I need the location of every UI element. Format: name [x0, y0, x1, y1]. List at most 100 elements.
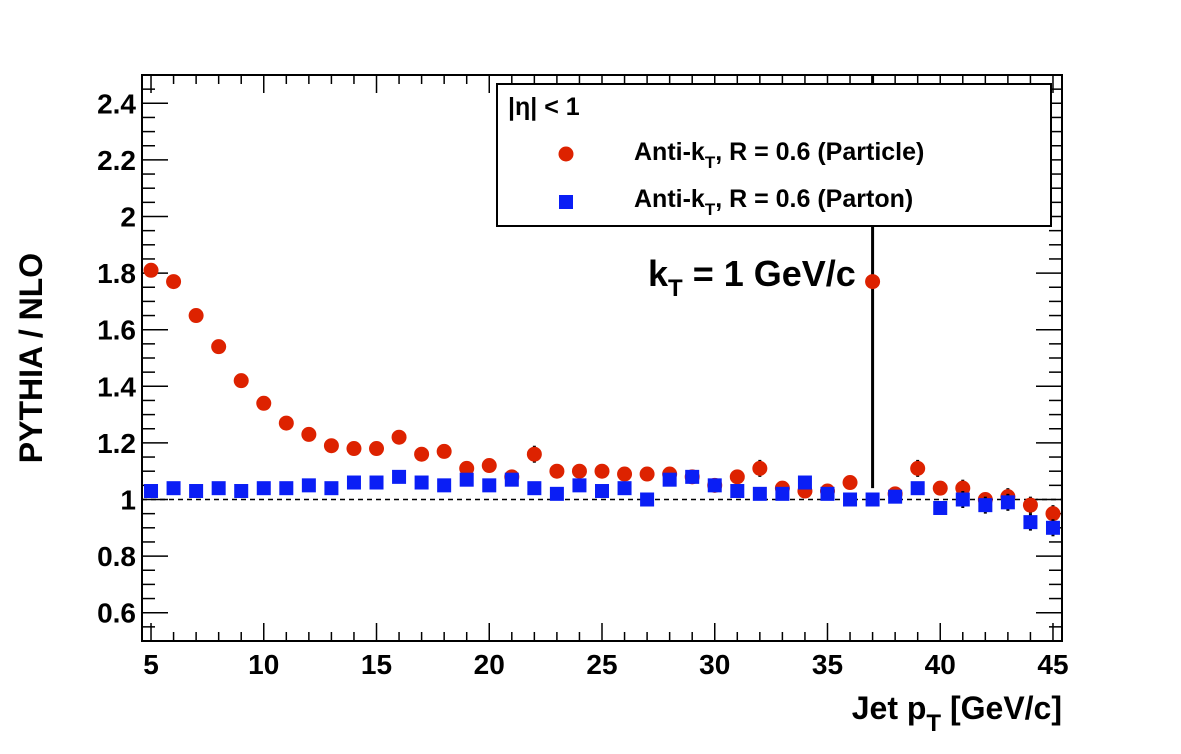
- x-axis-title: Jet pT [GeV/c]: [852, 690, 1062, 737]
- data-point-parton: [843, 492, 858, 507]
- data-point-particle: [346, 441, 362, 457]
- data-point-parton: [955, 492, 970, 507]
- data-point-particle: [233, 373, 249, 389]
- legend-marker-parton: [559, 195, 573, 209]
- data-point-parton: [504, 472, 519, 487]
- data-point-particle: [391, 429, 407, 445]
- data-point-particle: [143, 262, 159, 278]
- data-point-parton: [595, 484, 609, 499]
- data-point-parton: [527, 481, 542, 496]
- data-point-particle: [955, 480, 971, 496]
- y-tick-label: 1.6: [97, 315, 136, 346]
- data-point-parton: [211, 481, 226, 496]
- data-point-parton: [482, 478, 497, 493]
- data-point-particle: [256, 395, 272, 411]
- x-tick-label: 30: [699, 649, 730, 680]
- x-tick-label: 15: [361, 649, 392, 680]
- series-parton: [144, 469, 1060, 537]
- data-point-parton: [797, 475, 812, 490]
- x-tick-label: 40: [925, 649, 956, 680]
- data-point-parton: [144, 484, 159, 499]
- x-tick-label: 25: [586, 649, 617, 680]
- data-point-particle: [617, 466, 633, 482]
- legend-label-parton: Anti-kT, R = 0.6 (Parton): [634, 185, 913, 219]
- data-point-particle: [639, 466, 655, 482]
- x-tick-label: 20: [474, 649, 505, 680]
- data-point-parton: [730, 484, 745, 499]
- legend-header: |η| < 1: [508, 93, 580, 121]
- data-point-parton: [256, 481, 271, 496]
- data-point-particle: [752, 460, 768, 476]
- data-point-particle: [166, 274, 182, 290]
- data-point-particle: [865, 274, 881, 290]
- data-point-parton: [865, 492, 880, 507]
- data-point-parton: [775, 486, 790, 501]
- data-point-parton: [978, 498, 993, 513]
- data-point-particle: [211, 339, 227, 355]
- y-tick-label: 1.2: [97, 428, 136, 459]
- y-axis-title: PYTHIA / NLO: [13, 253, 49, 463]
- data-point-particle: [1022, 497, 1038, 513]
- data-point-particle: [571, 463, 587, 479]
- x-tick-label: 35: [812, 649, 843, 680]
- y-tick-label: 1.4: [97, 371, 136, 402]
- data-point-parton: [437, 478, 452, 493]
- data-point-parton: [888, 489, 903, 504]
- data-point-parton: [820, 486, 835, 501]
- data-point-parton: [910, 481, 925, 496]
- data-point-parton: [301, 478, 316, 493]
- data-point-particle: [278, 415, 294, 431]
- data-point-particle: [842, 475, 858, 491]
- data-point-parton: [1023, 515, 1038, 530]
- data-point-parton: [189, 484, 204, 499]
- y-tick-label: 2.4: [97, 88, 136, 119]
- data-point-parton: [346, 475, 361, 490]
- data-point-particle: [436, 443, 452, 459]
- y-tick-label: 0.8: [97, 541, 136, 572]
- y-tick-label: 0.6: [97, 598, 136, 629]
- data-point-particle: [323, 438, 339, 454]
- data-point-parton: [369, 475, 384, 490]
- data-point-parton: [707, 478, 722, 493]
- y-tick-label: 1: [120, 485, 136, 516]
- x-tick-label: 5: [143, 649, 159, 680]
- data-point-parton: [279, 481, 294, 496]
- data-point-parton: [685, 469, 700, 484]
- legend-label-particle: Anti-kT, R = 0.6 (Particle): [634, 138, 924, 172]
- data-point-parton: [617, 481, 632, 496]
- data-point-parton: [640, 492, 655, 507]
- data-point-parton: [752, 486, 767, 501]
- data-point-particle: [188, 308, 204, 324]
- legend-marker-particle: [558, 146, 574, 162]
- data-point-parton: [1045, 520, 1060, 535]
- data-point-particle: [910, 460, 926, 476]
- data-point-parton: [1000, 495, 1015, 510]
- legend: |η| < 1 Anti-kT, R = 0.6 (Particle) Anti…: [496, 83, 1052, 227]
- kt-annotation: kT = 1 GeV/c: [648, 253, 856, 302]
- legend-box: [496, 83, 1052, 227]
- data-point-parton: [166, 481, 181, 496]
- data-point-particle: [414, 446, 430, 462]
- data-point-particle: [932, 480, 948, 496]
- data-point-parton: [662, 472, 677, 487]
- data-point-parton: [459, 472, 474, 487]
- y-tick-label: 2: [120, 202, 136, 233]
- data-point-parton: [234, 484, 249, 499]
- data-point-parton: [572, 478, 587, 493]
- y-tick-label: 1.8: [97, 258, 136, 289]
- data-point-parton: [933, 500, 948, 515]
- data-point-particle: [459, 460, 475, 476]
- data-point-particle: [1045, 506, 1061, 522]
- data-point-particle: [301, 426, 317, 442]
- y-tick-label: 2.2: [97, 145, 136, 176]
- data-point-parton: [414, 475, 429, 490]
- data-point-particle: [549, 463, 565, 479]
- data-point-particle: [481, 458, 497, 474]
- data-point-particle: [369, 441, 385, 457]
- data-point-particle: [526, 446, 542, 462]
- data-point-parton: [549, 486, 564, 501]
- data-point-particle: [729, 469, 745, 485]
- data-point-particle: [594, 463, 610, 479]
- x-tick-label: 10: [248, 649, 279, 680]
